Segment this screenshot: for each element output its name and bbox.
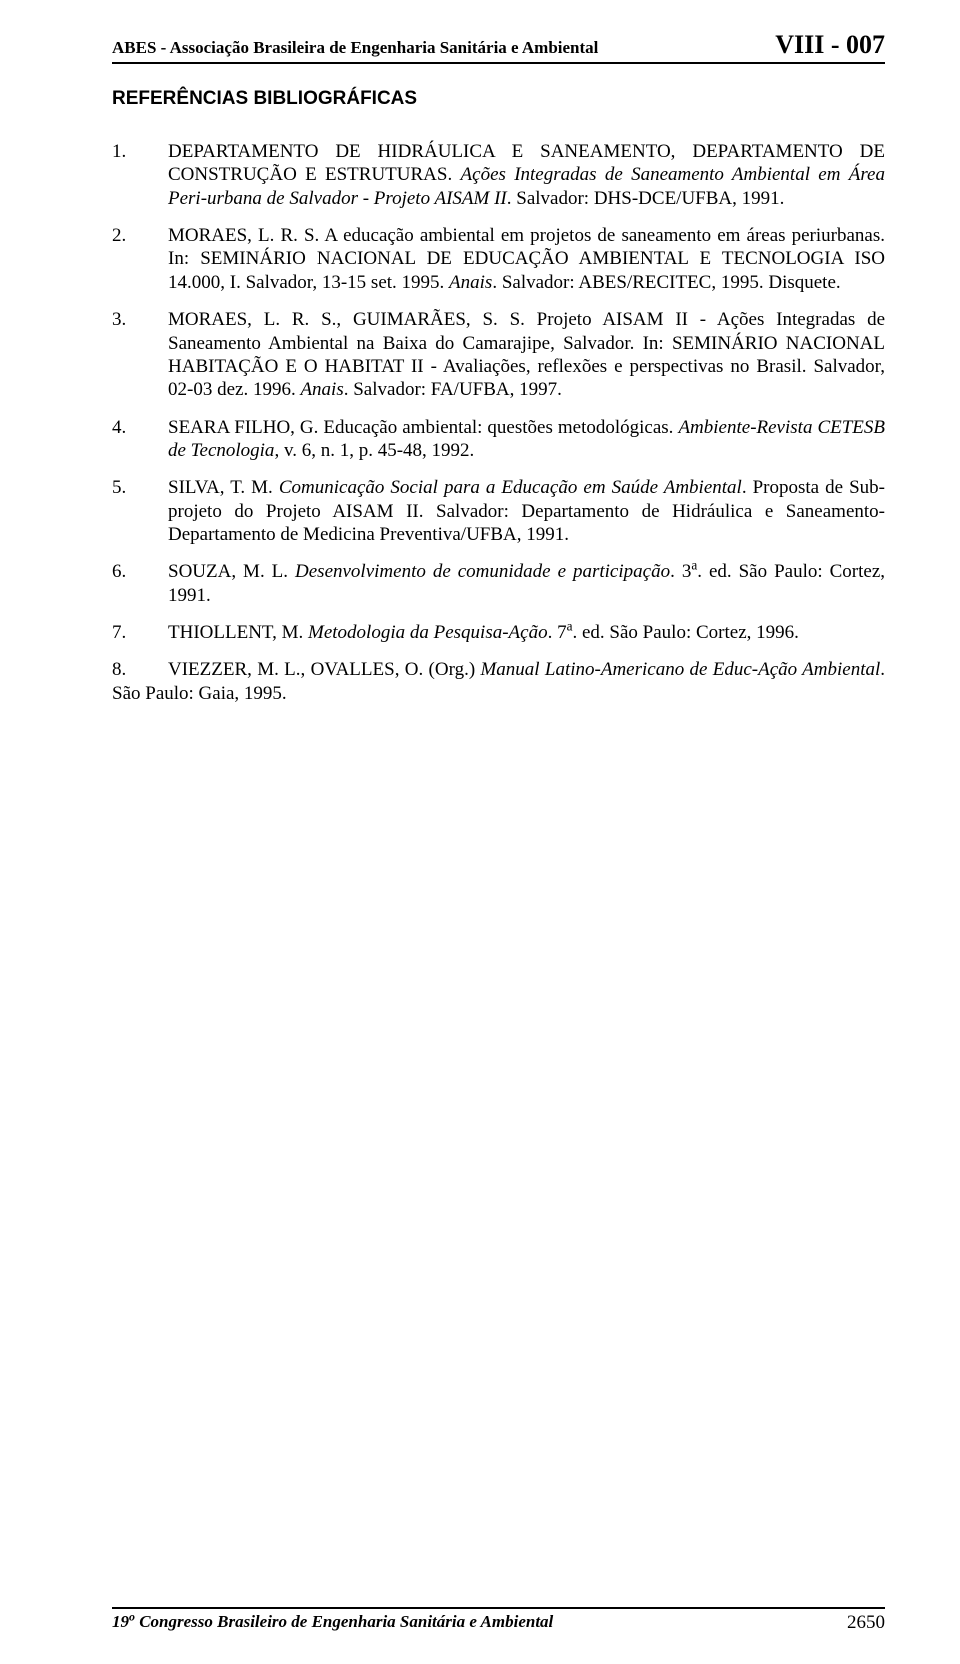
- reference-text: . ed. São Paulo: Cortez, 1996.: [573, 622, 799, 643]
- reference-item: 5.SILVA, T. M. Comunicação Social para a…: [112, 476, 885, 546]
- reference-number: 3.: [112, 308, 168, 331]
- reference-italic: Manual Latino-Americano de Educ-Ação Amb…: [480, 659, 880, 680]
- reference-text: , v. 6, n. 1, p. 45-48, 1992.: [274, 440, 474, 461]
- reference-text: SEARA FILHO, G. Educação ambiental: ques…: [168, 417, 678, 438]
- reference-item: 4.SEARA FILHO, G. Educação ambiental: qu…: [112, 416, 885, 463]
- running-header: ABES - Associação Brasileira de Engenhar…: [112, 30, 885, 64]
- header-left-text: ABES - Associação Brasileira de Engenhar…: [112, 38, 598, 58]
- footer-left-rest: Congresso Brasileiro de Engenharia Sanit…: [135, 1612, 553, 1631]
- reference-item: 7.THIOLLENT, M. Metodologia da Pesquisa-…: [112, 621, 885, 644]
- reference-item: 1.DEPARTAMENTO DE HIDRÁULICA E SANEAMENT…: [112, 140, 885, 210]
- reference-number: 8.: [112, 658, 168, 681]
- reference-italic: Desenvolvimento de comunidade e particip…: [295, 561, 670, 582]
- reference-italic: Comunicação Social para a Educação em Sa…: [279, 477, 742, 498]
- references-list: 1.DEPARTAMENTO DE HIDRÁULICA E SANEAMENT…: [112, 140, 885, 705]
- reference-italic: Anais: [449, 272, 492, 293]
- footer-page-number: 2650: [847, 1612, 885, 1634]
- reference-item: 2.MORAES, L. R. S. A educação ambiental …: [112, 224, 885, 294]
- reference-italic: Anais: [300, 379, 343, 400]
- footer-left-prefix: 19: [112, 1612, 129, 1631]
- reference-item: 8.VIEZZER, M. L., OVALLES, O. (Org.) Man…: [112, 658, 885, 705]
- reference-item: 3.MORAES, L. R. S., GUIMARÃES, S. S. Pro…: [112, 308, 885, 401]
- footer-left-text: 19o Congresso Brasileiro de Engenharia S…: [112, 1612, 553, 1634]
- reference-number: 6.: [112, 560, 168, 583]
- reference-italic: Metodologia da Pesquisa-Ação: [308, 622, 548, 643]
- reference-item: 6.SOUZA, M. L. Desenvolvimento de comuni…: [112, 560, 885, 607]
- running-footer: 19o Congresso Brasileiro de Engenharia S…: [112, 1607, 885, 1634]
- reference-text: SILVA, T. M.: [168, 477, 279, 498]
- reference-text: THIOLLENT, M.: [168, 622, 308, 643]
- reference-text: SOUZA, M. L.: [168, 561, 295, 582]
- reference-text: . 3: [670, 561, 691, 582]
- reference-number: 4.: [112, 416, 168, 439]
- header-right-text: VIII - 007: [775, 30, 885, 60]
- reference-text: VIEZZER, M. L., OVALLES, O. (Org.): [168, 659, 480, 680]
- reference-number: 2.: [112, 224, 168, 247]
- reference-text: . 7: [548, 622, 567, 643]
- page: ABES - Associação Brasileira de Engenhar…: [0, 0, 960, 1664]
- reference-number: 7.: [112, 621, 168, 644]
- reference-text: . Salvador: FA/UFBA, 1997.: [344, 379, 562, 400]
- reference-number: 1.: [112, 140, 168, 163]
- reference-number: 5.: [112, 476, 168, 499]
- reference-text: . Salvador: ABES/RECITEC, 1995. Disquete…: [492, 272, 840, 293]
- reference-text: . Salvador: DHS-DCE/UFBA, 1991.: [507, 188, 785, 209]
- section-title: REFERÊNCIAS BIBLIOGRÁFICAS: [112, 88, 885, 110]
